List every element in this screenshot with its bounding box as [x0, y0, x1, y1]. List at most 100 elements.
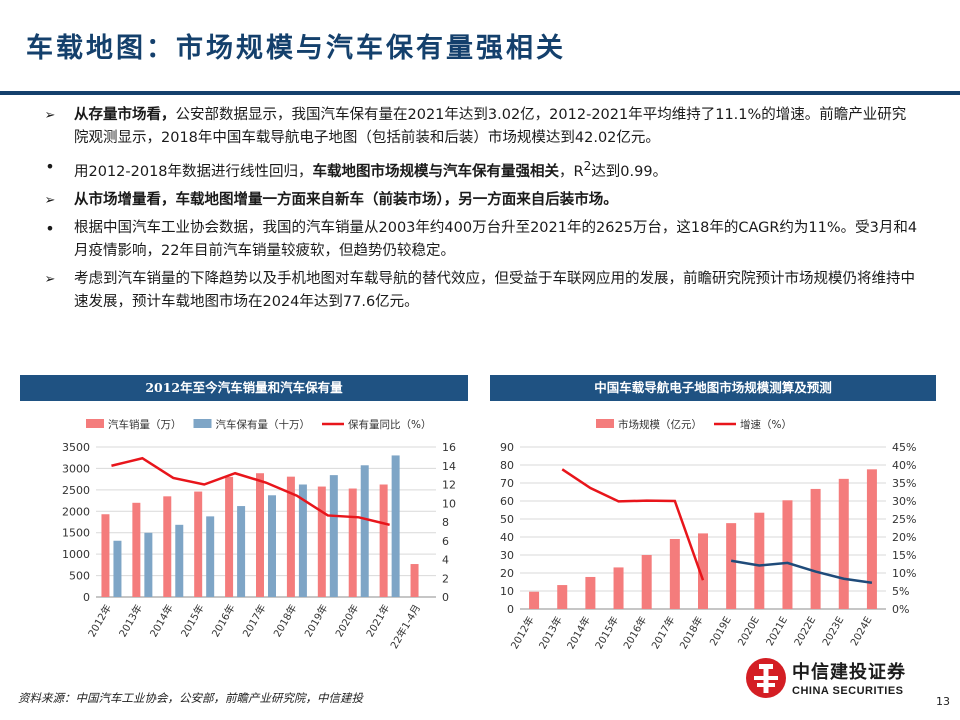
left-axis-tick-label: 80 — [500, 459, 514, 472]
bar-secondary — [360, 465, 369, 597]
x-axis-tick-label: 2018年 — [677, 614, 706, 651]
left-axis-tick-label: 20 — [500, 567, 514, 580]
right-axis-tick-label: 2 — [442, 572, 449, 585]
bullet-bold-text: 从存量市场看， — [74, 107, 176, 123]
bar-secondary — [298, 484, 307, 597]
legend-label: 汽车保有量（十万） — [216, 418, 311, 431]
bullet-item: • 用2012-2018年数据进行线性回归，车载地图市场规模与汽车保有量强相关，… — [40, 155, 920, 184]
bar-primary — [348, 488, 357, 597]
bar-primary — [585, 576, 596, 609]
right-axis-tick-label: 40% — [892, 459, 916, 472]
left-axis-tick-label: 90 — [500, 441, 514, 454]
x-axis-tick-label: 2014年 — [147, 602, 176, 639]
x-axis-tick-label: 2019年 — [301, 602, 330, 639]
x-axis-tick-label: 2018年 — [271, 602, 300, 639]
left-axis-tick-label: 70 — [500, 477, 514, 490]
legend-swatch — [596, 419, 614, 428]
bullet-item: • 根据中国汽车工业协会数据，我国的汽车销量从2003年约400万台升至2021… — [40, 217, 920, 263]
title-divider — [0, 91, 960, 95]
series-line — [730, 559, 873, 584]
left-axis-tick-label: 3000 — [62, 462, 90, 475]
x-axis-tick-label: 2020E — [736, 615, 761, 648]
x-axis-tick-label: 2016年 — [209, 602, 238, 639]
right-axis-tick-label: 12 — [442, 479, 456, 492]
bar-primary — [529, 591, 540, 609]
bar-secondary — [391, 455, 400, 597]
page-title: 车载地图：市场规模与汽车保有量强相关 — [26, 33, 566, 64]
bar-primary — [754, 512, 765, 609]
left-axis-tick-label: 2500 — [62, 484, 90, 497]
bar-primary — [641, 555, 652, 609]
bullet-text: 用2012-2018年数据进行线性回归， — [74, 163, 313, 180]
x-axis-tick-label: 2014年 — [564, 614, 593, 651]
superscript: 2 — [583, 159, 592, 173]
bar-primary — [810, 488, 821, 609]
bar-primary — [101, 514, 110, 597]
bar-primary — [225, 476, 234, 597]
left-axis-tick-label: 3500 — [62, 441, 90, 454]
right-axis-tick-label: 35% — [892, 477, 916, 490]
bar-primary — [132, 502, 141, 597]
left-axis-tick-label: 2000 — [62, 505, 90, 518]
x-axis-tick-label: 2020年 — [332, 602, 361, 639]
x-axis-tick-label: 22年1-4月 — [387, 602, 423, 651]
left-axis-tick-label: 60 — [500, 495, 514, 508]
left-axis-tick-label: 10 — [500, 585, 514, 598]
x-axis-tick-label: 2015年 — [178, 602, 207, 639]
legend-label: 市场规模（亿元） — [618, 418, 702, 431]
x-axis-tick-label: 2016年 — [620, 614, 649, 651]
right-axis-tick-label: 8 — [442, 516, 449, 529]
x-axis-tick-label: 2013年 — [536, 614, 565, 651]
x-axis-tick-label: 2021E — [765, 615, 790, 648]
legend-label: 汽车销量（万） — [108, 418, 182, 431]
x-axis-tick-label: 2012年 — [508, 614, 537, 651]
bullet-bold-text: 从市场增量看，车载地图增量一方面来自新车（前装市场），另一方面来自后装市场。 — [74, 191, 618, 208]
x-axis-tick-label: 2015年 — [592, 614, 621, 651]
x-axis-tick-label: 2017年 — [648, 614, 677, 651]
bar-primary — [866, 469, 877, 609]
bullet-item: ➢ 从存量市场看，公安部数据显示，我国汽车保有量在2021年达到3.02亿，20… — [40, 104, 920, 150]
right-axis-tick-label: 15% — [892, 549, 916, 562]
left-axis-tick-label: 1000 — [62, 548, 90, 561]
x-axis-tick-label: 2013年 — [116, 602, 145, 639]
left-axis-tick-label: 1500 — [62, 527, 90, 540]
bar-primary — [379, 484, 388, 597]
series-line — [561, 468, 705, 581]
bar-primary — [557, 585, 568, 609]
right-axis-tick-label: 5% — [892, 585, 909, 598]
bullet-tail-text: ，R2达到0.99。 — [559, 159, 668, 180]
page-number: 13 — [936, 695, 950, 708]
bar-primary — [669, 538, 680, 609]
arrow-bullet-icon: ➢ — [44, 271, 56, 287]
bar-primary — [698, 533, 708, 609]
x-axis-tick-label: 2022E — [793, 615, 818, 648]
right-axis-tick-label: 25% — [892, 513, 916, 526]
legend-label: 保有量同比（%） — [348, 418, 431, 431]
left-axis-tick-label: 500 — [69, 570, 90, 583]
dot-bullet-icon: • — [45, 218, 55, 238]
left-axis-tick-label: 0 — [507, 603, 514, 616]
right-axis-tick-label: 4 — [442, 554, 449, 567]
left-chart-header: 2012年至今汽车销量和汽车保有量 — [20, 375, 468, 401]
bar-secondary — [268, 495, 276, 597]
bar-primary — [726, 523, 737, 609]
right-axis-tick-label: 0% — [892, 603, 909, 616]
left-axis-tick-label: 0 — [83, 591, 90, 604]
left-axis-tick-label: 30 — [500, 549, 514, 562]
bar-primary — [317, 486, 326, 597]
company-logo: 中信建投证券 CHINA SECURITIES — [744, 652, 928, 708]
arrow-bullet-icon: ➢ — [44, 192, 56, 208]
bar-primary — [838, 478, 849, 609]
logo-chinese-name: 中信建投证券 — [792, 662, 906, 683]
bar-secondary — [144, 532, 153, 597]
bullet-text: 公安部数据显示，我国汽车保有量在2021年达到3.02亿，2012-2021年平… — [74, 107, 907, 146]
x-axis-tick-label: 2017年 — [240, 602, 269, 639]
vehicle-sales-chart: 0 500 1000 1500 2000 2500 3000 3500 0 2 4 6 8 10 12 14 1… — [62, 418, 456, 651]
logo-english-name: CHINA SECURITIES — [792, 685, 904, 697]
legend-label: 增速（%） — [740, 418, 792, 431]
bar-secondary — [206, 516, 215, 597]
legend-swatch — [193, 419, 212, 428]
left-axis-tick-label: 40 — [500, 531, 514, 544]
arrow-bullet-icon: ➢ — [44, 108, 56, 123]
citic-logo-icon — [746, 658, 786, 698]
